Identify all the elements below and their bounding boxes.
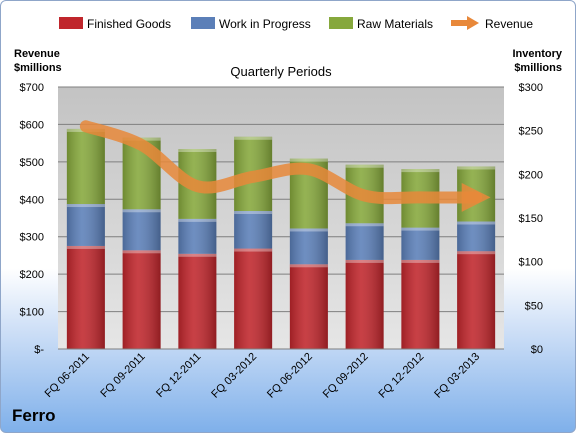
bar-top-highlight bbox=[289, 264, 328, 268]
bar-top-highlight bbox=[345, 164, 384, 168]
company-name: Ferro bbox=[12, 406, 56, 425]
left-tick-label: $300 bbox=[20, 232, 44, 244]
right-tick-label: $0 bbox=[531, 344, 543, 356]
x-tick-label: FQ 03-2012 bbox=[209, 351, 259, 401]
bar-shading bbox=[401, 227, 440, 260]
legend-label-revenue: Revenue bbox=[485, 17, 533, 31]
bar-top-highlight bbox=[234, 136, 273, 140]
bar-top-highlight bbox=[345, 223, 384, 227]
right-axis-label-line1: Inventory bbox=[512, 48, 562, 60]
legend-item-finished-goods[interactable]: Finished Goods bbox=[59, 17, 171, 31]
left-tick-label: $200 bbox=[20, 269, 44, 281]
bar-top-highlight bbox=[234, 248, 273, 252]
revenue-line bbox=[79, 120, 491, 212]
bar-shading bbox=[289, 264, 328, 349]
right-axis-label-line2: $millions bbox=[514, 62, 562, 74]
bar-top-highlight bbox=[457, 166, 496, 170]
x-tick-label: FQ 12-2011 bbox=[154, 351, 203, 400]
right-axis: $0 $50 $100 $150 $200 $250 $300 bbox=[519, 82, 543, 356]
left-axis-label-line1: Revenue bbox=[14, 48, 60, 60]
legend-swatch-finished-goods bbox=[59, 17, 83, 29]
left-tick-label: $600 bbox=[20, 119, 44, 131]
x-tick-label: FQ 06-2012 bbox=[265, 351, 315, 401]
legend-label-finished-goods: Finished Goods bbox=[87, 17, 171, 31]
legend: Finished Goods Work in Progress Raw Mate… bbox=[59, 16, 533, 31]
x-tick-label: FQ 12-2012 bbox=[377, 351, 427, 401]
bar-top-highlight bbox=[66, 245, 105, 249]
legend-label-raw-materials: Raw Materials bbox=[357, 17, 433, 31]
bar-shading bbox=[66, 128, 105, 205]
x-tick-label: FQ 09-2012 bbox=[321, 351, 371, 401]
left-tick-label: $400 bbox=[20, 194, 44, 206]
left-tick-label: $500 bbox=[20, 157, 44, 169]
bar-top-highlight bbox=[345, 259, 384, 263]
revenue-line-group bbox=[79, 120, 491, 212]
left-tick-label: $- bbox=[34, 344, 44, 356]
bar-shading bbox=[234, 211, 273, 249]
bar-top-highlight bbox=[401, 227, 440, 231]
right-tick-label: $50 bbox=[525, 300, 543, 312]
bar-top-highlight bbox=[401, 259, 440, 263]
bar-shading bbox=[66, 204, 105, 246]
bar-shading bbox=[122, 250, 161, 349]
chart-title: Quarterly Periods bbox=[230, 64, 332, 79]
legend-label-work-in-progress: Work in Progress bbox=[219, 17, 311, 31]
bar-top-highlight bbox=[401, 169, 440, 173]
bar-shading bbox=[289, 228, 328, 265]
bar-shading bbox=[122, 209, 161, 251]
legend-swatch-work-in-progress bbox=[191, 17, 215, 29]
left-tick-label: $100 bbox=[20, 307, 44, 319]
bar-shading bbox=[457, 221, 496, 252]
left-axis-label-line2: $millions bbox=[14, 62, 62, 74]
x-tick-label: FQ 03-2013 bbox=[432, 351, 482, 401]
bar-top-highlight bbox=[122, 250, 161, 254]
bar-shading bbox=[178, 253, 217, 349]
right-tick-label: $300 bbox=[519, 82, 543, 94]
right-tick-label: $200 bbox=[519, 169, 543, 181]
x-tick-label: FQ 09-2011 bbox=[98, 351, 147, 400]
bar-top-highlight bbox=[122, 209, 161, 213]
bar-top-highlight bbox=[289, 228, 328, 232]
bar-shading bbox=[345, 259, 384, 349]
right-tick-label: $150 bbox=[519, 213, 543, 225]
bar-shading bbox=[178, 218, 217, 254]
legend-item-revenue[interactable]: Revenue bbox=[451, 16, 533, 31]
bar-top-highlight bbox=[178, 218, 217, 222]
bar-top-highlight bbox=[178, 149, 217, 153]
bar-shading bbox=[401, 259, 440, 349]
legend-item-work-in-progress[interactable]: Work in Progress bbox=[191, 17, 311, 31]
x-tick-label: FQ 06-2011 bbox=[43, 351, 92, 400]
bar-shading bbox=[66, 245, 105, 349]
legend-swatch-raw-materials bbox=[329, 17, 353, 29]
bar-top-highlight bbox=[289, 158, 328, 162]
right-tick-label: $100 bbox=[519, 257, 543, 269]
left-axis: $- $100 $200 $300 $400 $500 $600 $700 bbox=[20, 82, 45, 356]
legend-arrow-revenue bbox=[467, 16, 479, 30]
bar-shading bbox=[234, 248, 273, 349]
bar-top-highlight bbox=[457, 221, 496, 225]
x-axis: FQ 06-2011 FQ 09-2011 FQ 12-2011 FQ 03-2012… bbox=[43, 351, 483, 401]
left-tick-label: $700 bbox=[20, 82, 44, 94]
bar-shading bbox=[457, 251, 496, 349]
bar-shading bbox=[345, 223, 384, 260]
bar-top-highlight bbox=[178, 253, 217, 257]
bar-top-highlight bbox=[234, 211, 273, 215]
bar-top-highlight bbox=[66, 204, 105, 208]
legend-item-raw-materials[interactable]: Raw Materials bbox=[329, 17, 433, 31]
bar-top-highlight bbox=[457, 251, 496, 255]
right-tick-label: $250 bbox=[519, 126, 543, 138]
